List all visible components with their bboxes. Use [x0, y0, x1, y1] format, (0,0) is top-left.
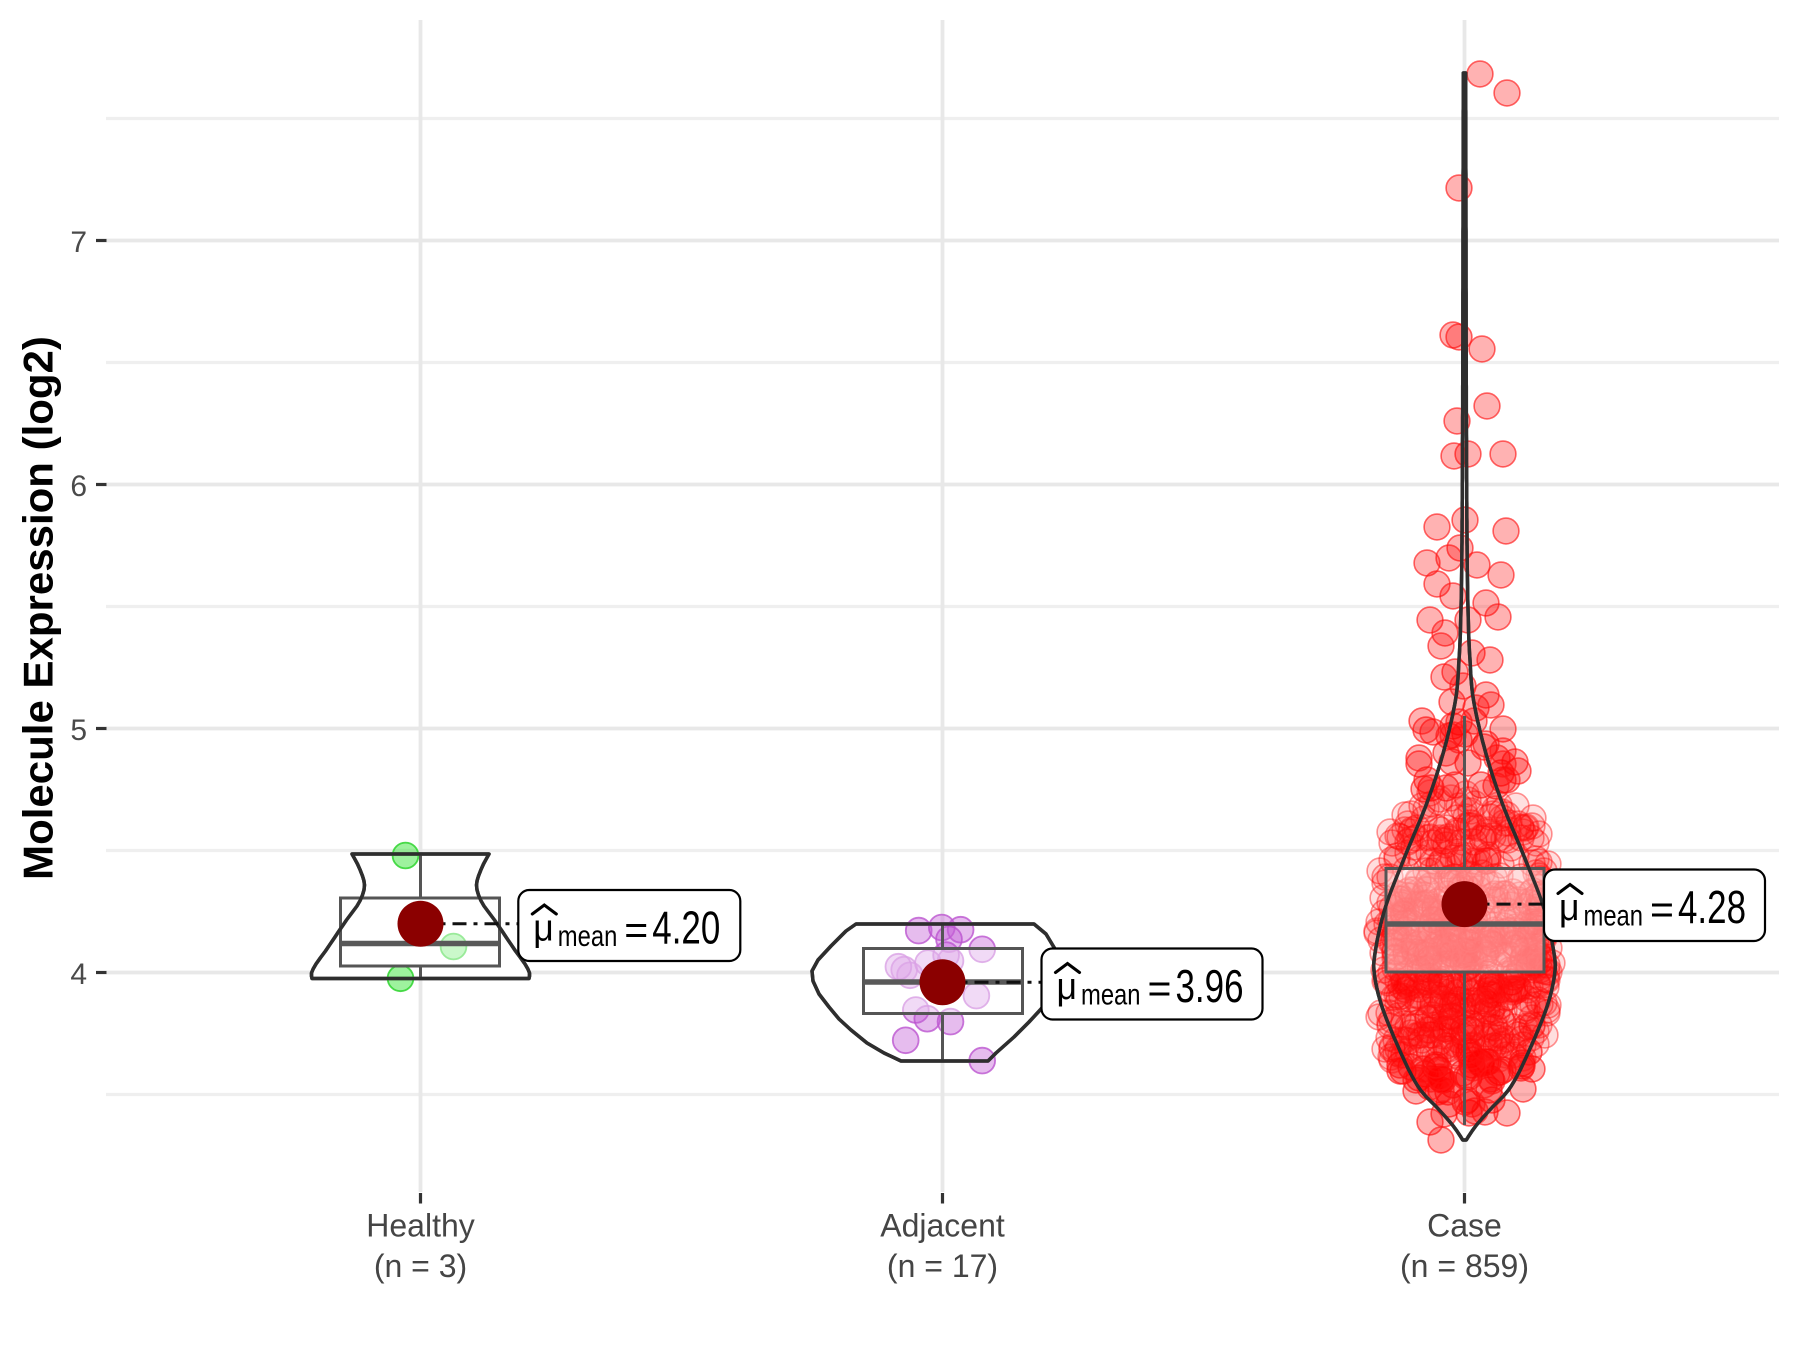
svg-text:Healthy: Healthy [366, 1208, 475, 1244]
svg-text:Molecule Expression (log2): Molecule Expression (log2) [15, 336, 62, 880]
svg-text:mean: mean [558, 920, 618, 953]
svg-text:Adjacent: Adjacent [880, 1208, 1005, 1244]
svg-text:μ: μ [1057, 966, 1078, 1008]
svg-text:Case: Case [1427, 1208, 1502, 1244]
svg-text:(n = 17): (n = 17) [887, 1248, 998, 1284]
svg-text:=: = [624, 907, 648, 953]
svg-text:4.28: 4.28 [1678, 881, 1746, 933]
svg-text:3.96: 3.96 [1176, 960, 1244, 1012]
svg-text:(n = 3): (n = 3) [374, 1248, 467, 1284]
svg-text:=: = [1650, 887, 1674, 933]
svg-text:=: = [1148, 966, 1172, 1012]
svg-text:mean: mean [1081, 979, 1141, 1012]
svg-text:5: 5 [70, 714, 87, 747]
svg-text:μ: μ [1559, 887, 1580, 929]
svg-text:4: 4 [70, 958, 87, 991]
svg-text:4.20: 4.20 [652, 902, 720, 954]
svg-text:7: 7 [70, 226, 87, 259]
svg-text:(n = 859): (n = 859) [1400, 1248, 1529, 1284]
svg-text:6: 6 [70, 470, 87, 503]
svg-text:μ: μ [533, 908, 554, 950]
svg-text:mean: mean [1584, 900, 1644, 933]
